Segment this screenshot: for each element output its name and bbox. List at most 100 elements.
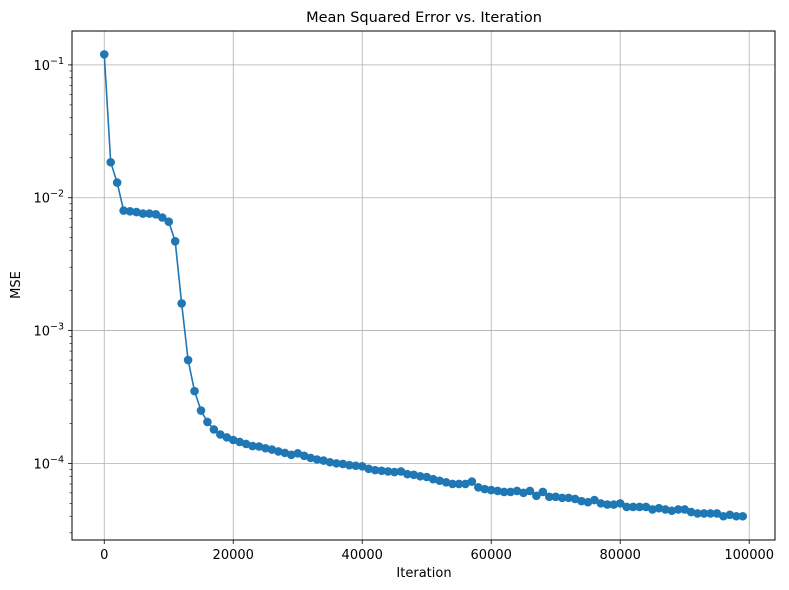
data-point xyxy=(261,443,270,453)
chart-title: Mean Squared Error vs. Iteration xyxy=(306,10,542,26)
data-point xyxy=(628,502,638,512)
data-point xyxy=(519,488,528,498)
data-point xyxy=(151,210,161,219)
data-point xyxy=(532,491,541,501)
data-point xyxy=(132,207,141,217)
data-point xyxy=(299,451,309,461)
data-point xyxy=(590,495,599,505)
data-point xyxy=(603,500,612,509)
data-point xyxy=(615,499,625,508)
data-point xyxy=(325,457,335,467)
data-point xyxy=(441,478,451,487)
data-point xyxy=(383,467,393,476)
data-point xyxy=(686,507,696,517)
data-point xyxy=(338,459,348,469)
data-point xyxy=(661,505,670,514)
data-point xyxy=(428,474,438,484)
data-point xyxy=(286,450,296,460)
data-point xyxy=(274,447,283,456)
data-point xyxy=(106,157,115,167)
grid xyxy=(72,31,775,540)
data-point xyxy=(409,470,419,480)
x-tick-label: 100000 xyxy=(724,548,774,563)
data-point xyxy=(493,486,502,496)
data-point xyxy=(370,465,380,475)
data-point xyxy=(99,50,109,59)
data-point xyxy=(499,487,509,497)
data-point xyxy=(112,178,122,187)
data-point xyxy=(712,509,722,518)
plot-frame xyxy=(71,30,776,541)
x-tick-label: 40000 xyxy=(342,548,383,563)
data-point xyxy=(293,449,303,458)
data-point xyxy=(706,509,715,518)
data-point xyxy=(551,492,561,502)
data-point xyxy=(467,477,477,486)
data-point xyxy=(312,455,322,464)
data-point xyxy=(738,511,748,521)
data-point xyxy=(125,207,135,216)
data-point xyxy=(667,506,677,516)
data-point xyxy=(577,496,586,506)
data-point xyxy=(454,479,464,489)
data-point xyxy=(267,445,277,454)
data-point xyxy=(732,511,741,521)
data-point xyxy=(216,430,225,439)
data-point xyxy=(351,461,361,471)
data-point xyxy=(474,483,483,492)
data-point xyxy=(699,509,709,518)
data-point xyxy=(396,467,406,476)
data-point xyxy=(641,502,651,512)
y-tick-label: 10−1 xyxy=(33,56,64,74)
data-point xyxy=(203,417,212,427)
data-point xyxy=(254,442,264,451)
y-axis-label: MSE xyxy=(9,271,24,299)
x-tick-label: 0 xyxy=(100,548,108,563)
data-point xyxy=(480,484,490,494)
series-group xyxy=(99,50,748,521)
data-point xyxy=(138,209,148,218)
data-point xyxy=(422,472,432,482)
x-tick-label: 80000 xyxy=(600,548,641,563)
data-point xyxy=(622,502,631,512)
data-point xyxy=(557,493,567,503)
data-point xyxy=(164,217,174,227)
data-point xyxy=(525,486,535,496)
data-point xyxy=(648,505,657,514)
data-point xyxy=(177,299,186,308)
data-point xyxy=(280,448,290,458)
data-point xyxy=(306,453,315,463)
x-tick-label: 60000 xyxy=(471,548,512,563)
data-point xyxy=(183,355,193,365)
data-point xyxy=(609,500,619,509)
data-point xyxy=(673,505,683,514)
data-point xyxy=(235,437,244,447)
data-point xyxy=(248,441,257,451)
data-point xyxy=(190,386,199,396)
data-point xyxy=(403,469,412,479)
data-point xyxy=(693,509,702,518)
data-point xyxy=(157,213,167,222)
data-point xyxy=(564,493,573,503)
data-point xyxy=(377,466,386,476)
y-tick-label: 10−2 xyxy=(33,189,64,207)
data-point xyxy=(635,502,644,512)
data-point xyxy=(415,471,425,481)
data-point xyxy=(596,499,606,508)
data-point xyxy=(170,236,180,246)
data-point xyxy=(654,503,664,513)
y-tick-label: 10−3 xyxy=(33,322,64,340)
x-tick-label: 20000 xyxy=(213,548,254,563)
data-point xyxy=(506,487,515,497)
data-point xyxy=(345,460,354,470)
data-point xyxy=(364,464,373,474)
data-point xyxy=(725,510,735,520)
data-point xyxy=(448,479,457,489)
data-point xyxy=(145,209,154,218)
series-line xyxy=(103,54,743,518)
data-point xyxy=(319,456,328,465)
y-tick-label: 10−4 xyxy=(33,454,64,472)
data-point xyxy=(332,459,341,468)
data-point xyxy=(357,462,367,471)
